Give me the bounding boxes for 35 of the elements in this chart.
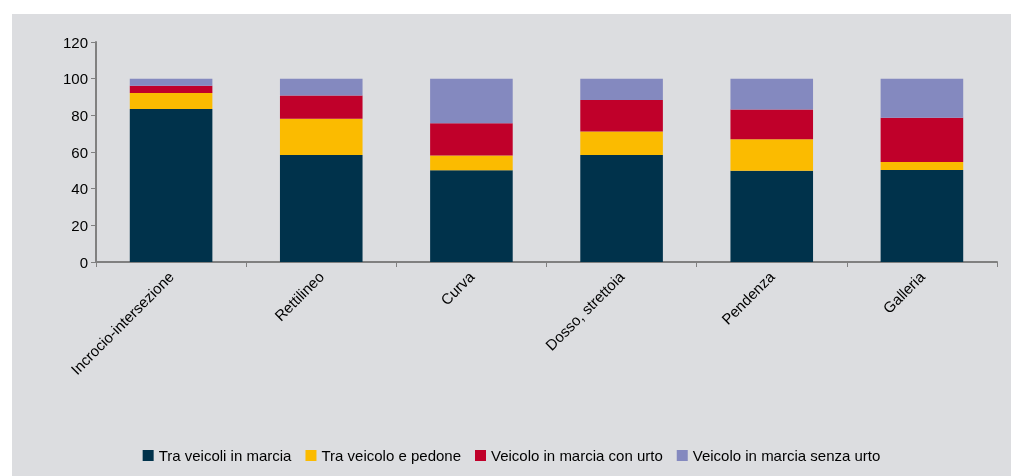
bar — [880, 78, 964, 118]
bar — [279, 118, 363, 156]
legend-label: Veicolo in marcia con urto — [491, 447, 663, 464]
bar — [880, 169, 964, 262]
y-tick-label: 80 — [71, 106, 88, 124]
bar — [730, 170, 814, 262]
legend-label: Tra veicolo e pedone — [321, 447, 462, 464]
y-tick-label: 20 — [71, 216, 88, 234]
bar — [279, 155, 363, 262]
y-tick-label: 60 — [71, 143, 88, 161]
y-tick-label: 0 — [79, 253, 88, 271]
bar — [430, 155, 513, 171]
y-tick-label: 100 — [62, 70, 88, 88]
bar — [730, 109, 814, 140]
bar — [580, 131, 663, 156]
bar — [580, 78, 663, 101]
y-tick-label: 40 — [71, 180, 88, 198]
bar — [580, 100, 663, 132]
bar — [430, 78, 513, 124]
bar — [580, 155, 663, 262]
bar — [129, 92, 213, 109]
bar — [129, 85, 213, 93]
y-tick-label: 120 — [62, 33, 88, 51]
bar — [880, 117, 964, 162]
bar — [730, 139, 814, 171]
bar — [430, 123, 513, 156]
legend-label: Tra veicoli in marcia — [158, 447, 293, 464]
bar — [880, 161, 964, 170]
bar — [129, 108, 213, 262]
bar — [279, 95, 363, 119]
bar — [279, 78, 363, 96]
bar — [129, 78, 213, 86]
bar — [730, 78, 814, 110]
bar — [430, 170, 513, 262]
legend-label: Veicolo in marcia senza urto — [692, 447, 881, 464]
